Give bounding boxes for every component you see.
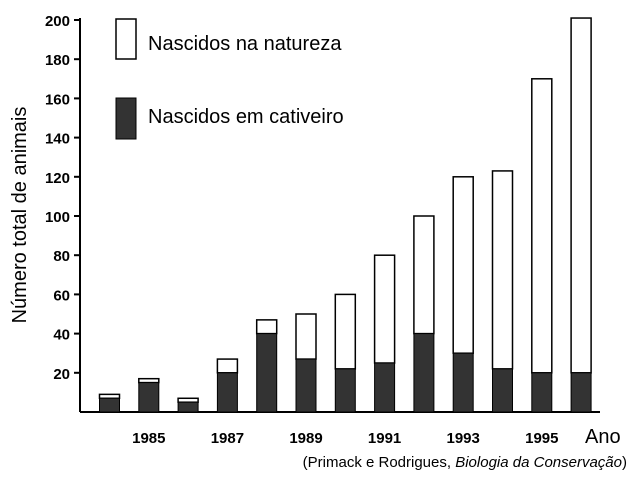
bar-nature — [570, 17, 592, 374]
bar-nature — [413, 215, 435, 335]
bar-captivity — [99, 397, 120, 413]
bar-nature — [255, 319, 278, 335]
bar-nature — [295, 313, 317, 360]
source-citation: (Primack e Rodrigues, Biologia da Conser… — [303, 454, 627, 471]
bar-nature — [138, 377, 160, 384]
x-tick-label: 1991 — [368, 430, 401, 447]
x-tick-label: 1985 — [132, 430, 165, 447]
y-tick-label: 60 — [53, 287, 70, 304]
legend-swatch-captivity — [115, 97, 137, 140]
y-tick-label: 200 — [45, 13, 70, 30]
bar-nature — [98, 393, 121, 400]
bar-captivity — [216, 372, 238, 413]
y-tick-label: 120 — [45, 170, 70, 187]
source-prefix: (Primack e Rodrigues, — [302, 454, 456, 471]
legend-swatch-nature — [115, 18, 137, 60]
y-tick-label: 100 — [45, 209, 70, 226]
bar-captivity — [452, 352, 474, 413]
y-tick-label: 140 — [45, 131, 70, 148]
y-tick-label: 180 — [45, 52, 70, 69]
x-tick-label: 1987 — [211, 430, 244, 447]
bars — [98, 17, 592, 413]
bar-captivity — [531, 372, 553, 413]
y-tick-label: 40 — [53, 327, 70, 344]
bar-captivity — [570, 372, 592, 413]
y-tick-label: 80 — [53, 248, 70, 265]
source-title: Biologia da Conservação — [455, 454, 622, 471]
x-axis-label: Ano — [585, 426, 621, 448]
bar-captivity — [374, 362, 396, 413]
bar-captivity — [295, 358, 317, 413]
source-suffix: ) — [622, 454, 627, 471]
x-ticks: 1985 1987 1989 1991 1993 1995 — [132, 430, 558, 447]
bar-nature — [491, 170, 514, 370]
legend: Nascidos na natureza Nascidos em cativei… — [115, 18, 344, 140]
bar-nature — [216, 358, 239, 374]
bar-nature — [531, 78, 553, 374]
bar-nature — [373, 254, 396, 364]
x-tick-label: 1993 — [447, 430, 480, 447]
y-tick-label: 20 — [53, 366, 70, 383]
x-tick-label: 1989 — [289, 430, 322, 447]
bar-nature — [452, 176, 474, 354]
bar-captivity — [256, 333, 278, 413]
bar-nature — [177, 397, 199, 403]
y-axis-label: Número total de animais — [9, 107, 31, 324]
bar-nature — [334, 293, 357, 370]
bar-captivity — [413, 333, 435, 413]
legend-label-captivity: Nascidos em cativeiro — [148, 106, 344, 128]
bar-captivity — [138, 382, 160, 413]
bar-captivity — [492, 368, 513, 413]
legend-label-nature: Nascidos na natureza — [148, 33, 342, 55]
bar-captivity — [334, 368, 356, 413]
bar-captivity — [177, 401, 199, 413]
y-tick-label: 160 — [45, 91, 70, 108]
y-ticks: 20 40 60 80 100 120 140 160 180 200 — [45, 13, 80, 383]
x-tick-label: 1995 — [525, 430, 558, 447]
